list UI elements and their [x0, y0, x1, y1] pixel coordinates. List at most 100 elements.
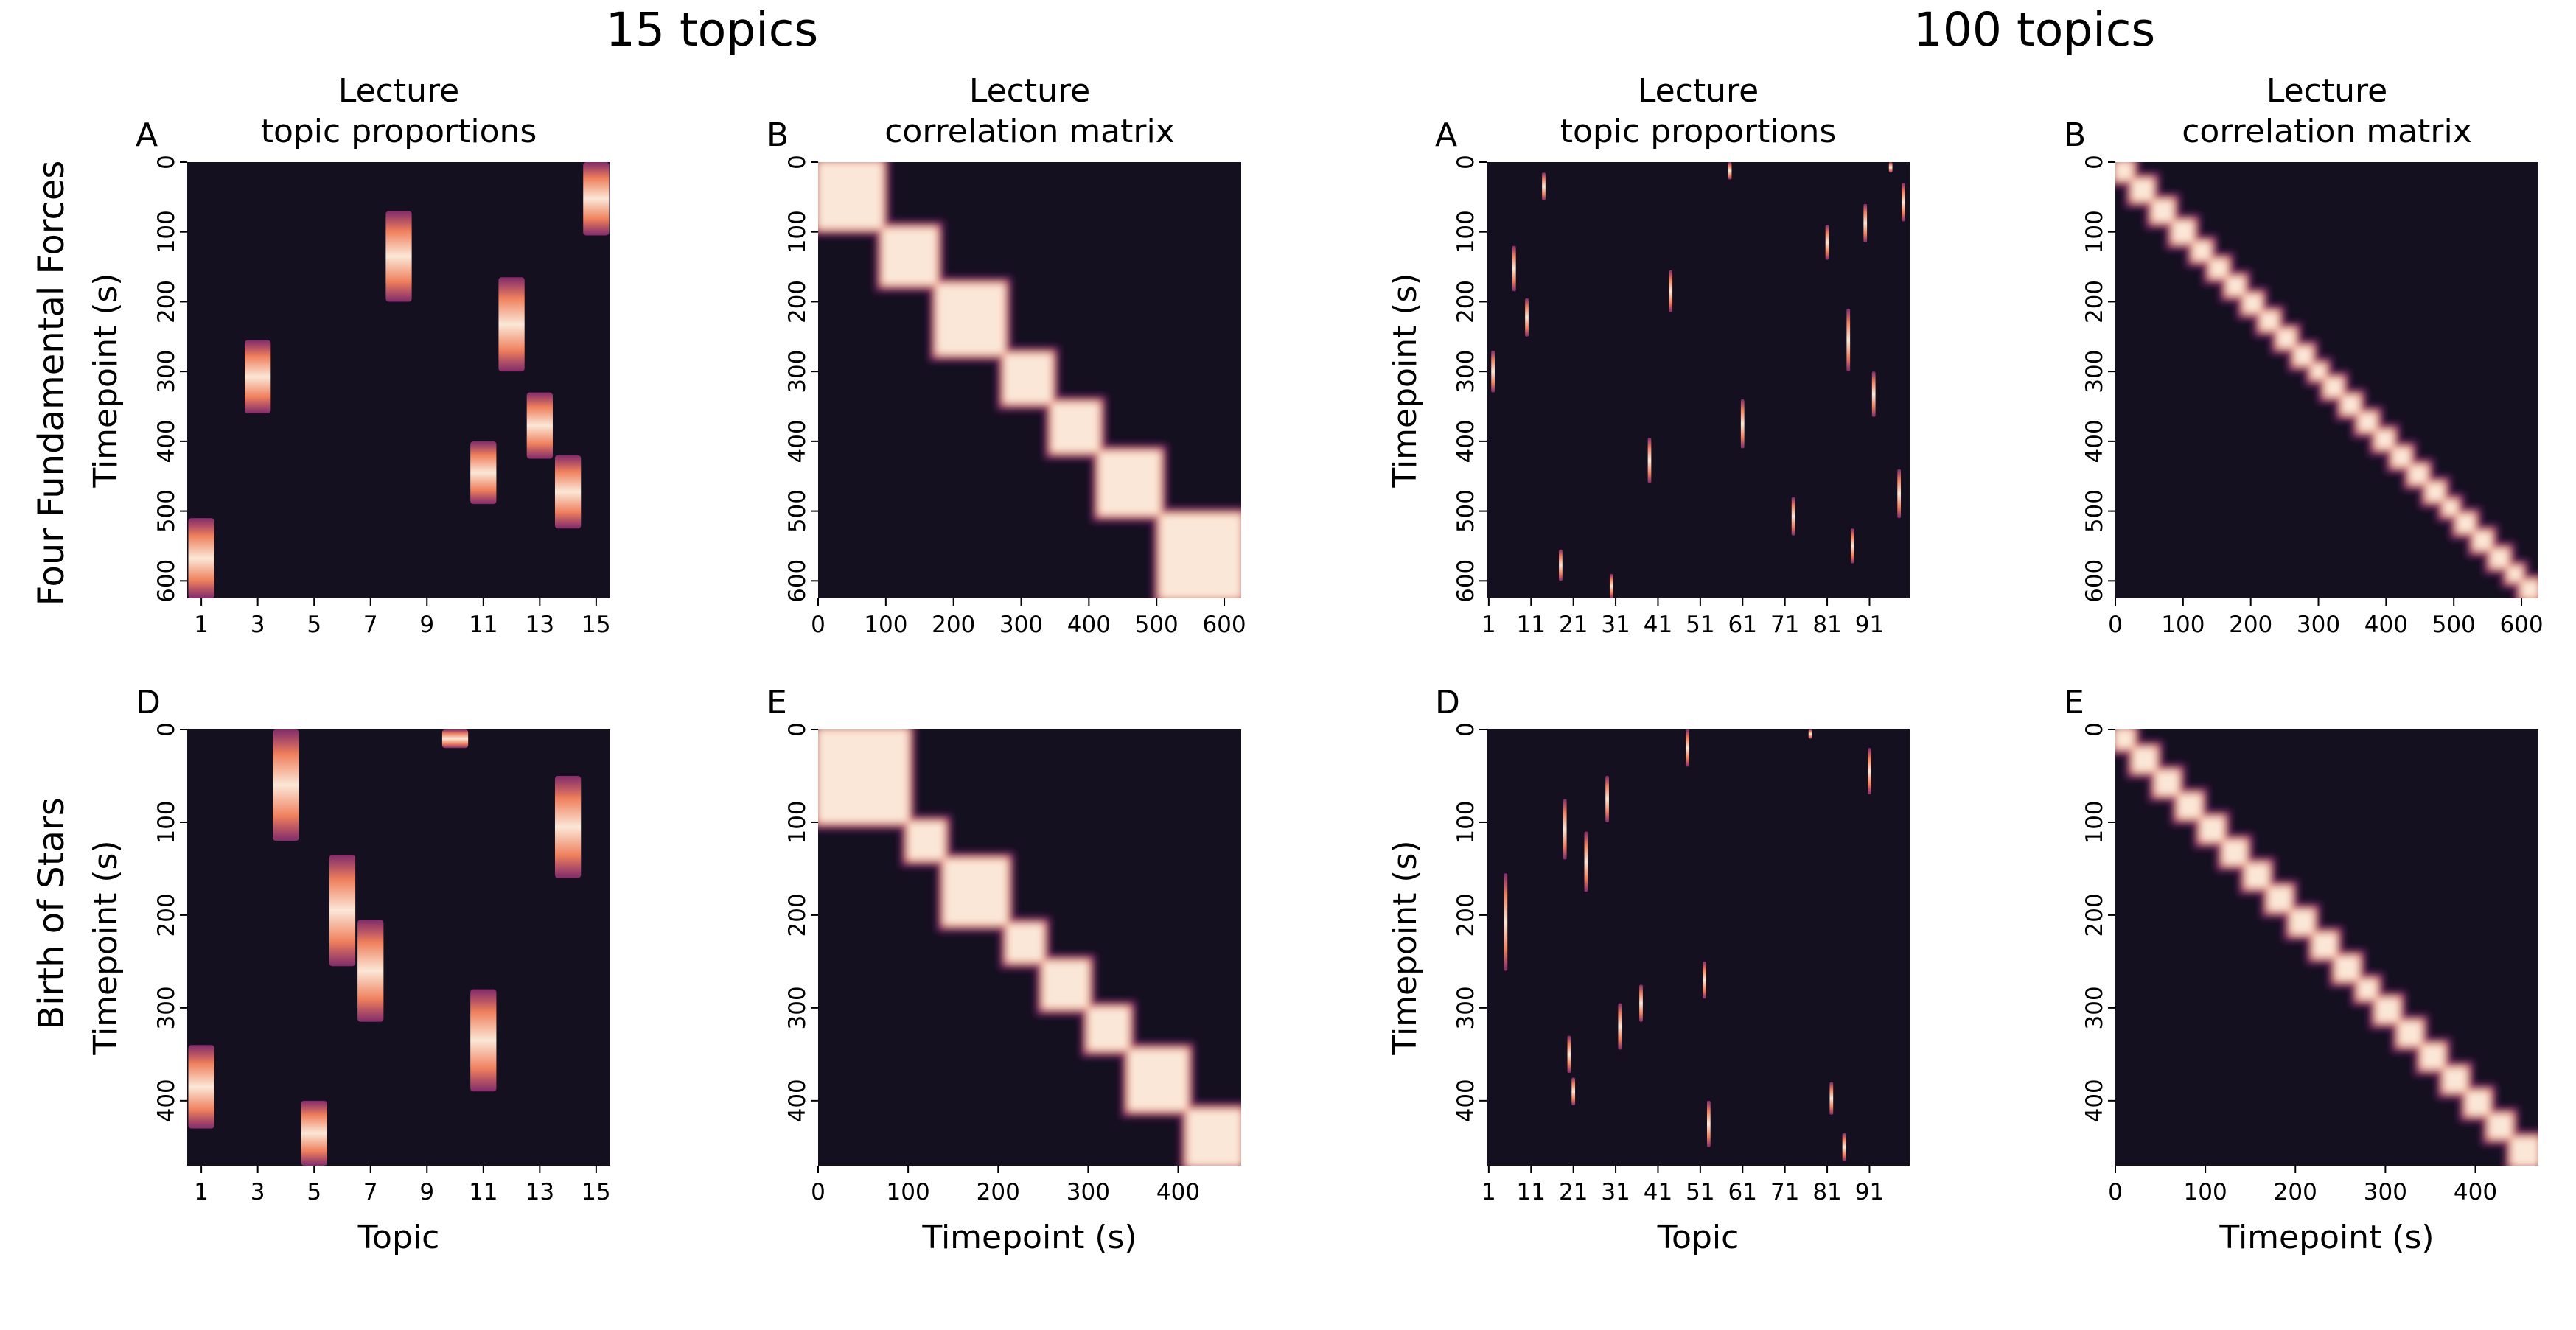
x-tick-label: 5: [307, 1179, 321, 1205]
y-tick-label: 300: [2081, 350, 2108, 393]
topic-block-19: [1563, 799, 1567, 860]
correlation-block: [2246, 864, 2269, 888]
correlation-block: [2294, 347, 2312, 365]
x-tick-label: 300: [2364, 1179, 2407, 1205]
y-tick-label: 400: [153, 419, 180, 463]
x-tick-label: 21: [1559, 1179, 1588, 1205]
correlation-block: [2443, 500, 2457, 515]
topic-block-15: [583, 162, 610, 236]
correlation-blocks: [818, 729, 1241, 1166]
y-tick-label: 600: [2081, 559, 2108, 603]
correlation-block: [1043, 961, 1089, 1008]
topic-block-30: [1609, 573, 1613, 598]
y-tick-label: 200: [784, 893, 811, 937]
topic-block-86: [1846, 308, 1851, 372]
x-tick-label: 91: [1855, 1179, 1884, 1205]
panel-title-line1: Lecture: [338, 72, 459, 110]
x-tick-label: 13: [526, 1179, 554, 1205]
y-tick-label: 400: [1453, 1079, 1479, 1122]
y-tick-label: 300: [153, 350, 180, 393]
topic-block-7: [357, 920, 384, 1022]
topic-block-73: [1791, 497, 1795, 536]
topic-block-3: [245, 340, 271, 413]
correlation-block: [2398, 1021, 2422, 1046]
x-tick-label: 15: [582, 612, 610, 638]
correlation-blocks: [2115, 729, 2538, 1166]
y-axis-label: Timepoint (s): [87, 840, 125, 1055]
correlation-block: [882, 228, 937, 284]
correlation-blocks: [2115, 162, 2538, 598]
y-tick-label: 200: [153, 280, 180, 323]
y-tick-label: 500: [1453, 489, 1479, 533]
y-tick-label: 300: [784, 350, 811, 393]
y-tick-label: 0: [1453, 722, 1479, 737]
x-tick-label: 71: [1770, 1179, 1799, 1205]
x-tick-label: 0: [2108, 1179, 2123, 1205]
correlation-block: [2376, 998, 2399, 1022]
panel-title-line1: Lecture: [969, 72, 1090, 110]
x-tick-label: 400: [2454, 1179, 2497, 1205]
y-tick-label: 600: [1453, 559, 1479, 603]
y-tick-label: 100: [2081, 210, 2108, 253]
x-axis-label: Timepoint (s): [2219, 1219, 2434, 1256]
topic-block-14: [554, 455, 582, 529]
correlation-block: [2178, 794, 2202, 818]
correlation-block: [1159, 514, 1241, 598]
topic-block-99: [1902, 183, 1905, 222]
y-tick-label: 300: [784, 986, 811, 1029]
panel-letter: B: [2064, 116, 2086, 154]
row-label-four-fundamental-forces: Four Fundamental Forces: [31, 161, 72, 606]
correlation-block: [2511, 1138, 2538, 1166]
x-tick-label: 300: [1067, 1179, 1110, 1205]
y-axis-label: Timepoint (s): [1386, 273, 1424, 488]
x-tick-label: 11: [1517, 1179, 1546, 1205]
heatmap-cells: [818, 162, 1241, 598]
correlation-block: [1088, 1007, 1129, 1050]
y-tick-label: 0: [2081, 722, 2108, 737]
panel-letter: E: [767, 684, 787, 721]
correlation-block: [1099, 452, 1160, 515]
correlation-block: [2392, 448, 2410, 466]
x-tick-label: 200: [2274, 1179, 2317, 1205]
correlation-block: [2491, 549, 2508, 567]
topic-block-7: [1512, 245, 1516, 292]
x-tick-label: 9: [419, 612, 434, 638]
correlation-block: [2426, 483, 2444, 501]
x-tick-label: 300: [999, 612, 1043, 638]
x-tick-label: 1: [1481, 1179, 1496, 1205]
correlation-block: [2358, 980, 2377, 999]
topic-block-6: [329, 855, 356, 967]
x-tick-label: 3: [251, 1179, 265, 1205]
heatmap-cells: [1491, 162, 1905, 598]
topic-block-39: [1647, 438, 1652, 483]
topic-block-81: [1825, 225, 1829, 260]
topic-block-98: [1897, 469, 1902, 519]
x-tick-label: 51: [1686, 1179, 1714, 1205]
correlation-block: [943, 859, 1008, 925]
x-tick-label: 0: [2108, 612, 2123, 638]
y-tick-label: 400: [784, 419, 811, 463]
y-tick-label: 100: [784, 800, 811, 844]
correlation-block: [2342, 396, 2359, 413]
correlation-block: [2325, 378, 2342, 396]
heatmap-cells: [818, 729, 1241, 1166]
topic-block-87: [1851, 528, 1854, 564]
y-tick-label: 200: [2081, 893, 2108, 937]
x-tick-label: 200: [2229, 612, 2272, 638]
heatmap-background: [187, 729, 610, 1166]
y-tick-label: 500: [153, 489, 180, 533]
x-tick-label: 31: [1601, 612, 1630, 638]
correlation-block: [2201, 817, 2224, 841]
topic-block-14: [1542, 172, 1546, 201]
x-tick-label: 51: [1686, 612, 1714, 638]
x-tick-label: 500: [1135, 612, 1179, 638]
correlation-block: [2152, 200, 2174, 222]
topic-block-24: [1584, 831, 1588, 892]
topic-block-1: [188, 1045, 214, 1129]
x-tick-label: 21: [1559, 612, 1588, 638]
